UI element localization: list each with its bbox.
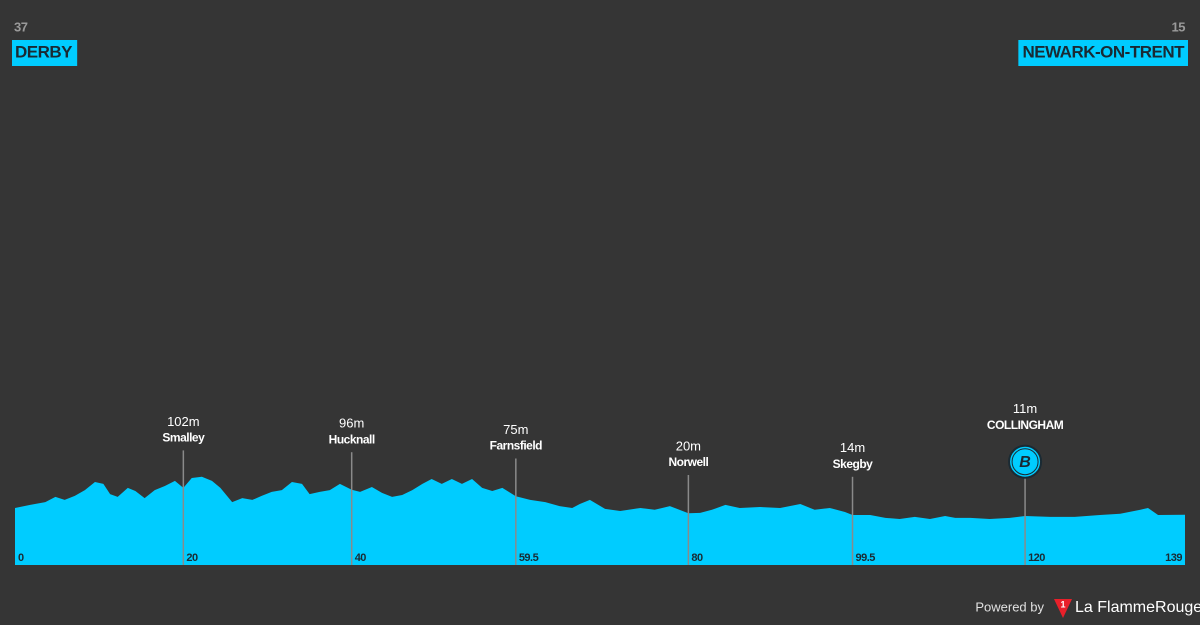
- marker-elevation: 20m: [676, 438, 701, 453]
- logo: [1054, 599, 1072, 618]
- start-label-bg: [12, 40, 78, 66]
- marker-elevation: 11m: [1013, 401, 1037, 416]
- start-elevation: 37: [14, 19, 28, 34]
- x-tick-label: 59.5: [519, 552, 539, 564]
- marker-name: Norwell: [668, 455, 708, 469]
- start-name: DERBY: [15, 42, 73, 61]
- marker-elevation: 14m: [840, 440, 865, 455]
- powered-by: Powered by: [975, 599, 1044, 614]
- marker-name: Hucknall: [329, 432, 375, 446]
- marker-name: Smalley: [162, 431, 205, 445]
- footer: Powered by 1 La FlammeRouge: [975, 599, 1200, 618]
- marker-name: Farnsfield: [490, 439, 543, 453]
- marker-elevation: 96m: [339, 416, 364, 431]
- x-tick-label: 139: [1165, 552, 1182, 564]
- x-tick-label: 0: [18, 552, 24, 564]
- brand: La FlammeRouge: [1075, 599, 1200, 616]
- x-tick-label: 80: [691, 552, 703, 564]
- badge: [1008, 444, 1043, 479]
- x-tick-label: 120: [1028, 552, 1045, 564]
- x-tick-label: 20: [186, 552, 198, 564]
- badge-ring: [1011, 448, 1039, 476]
- logo-text: 1: [1060, 599, 1065, 609]
- x-tick-label: 40: [355, 552, 367, 564]
- marker-elevation: 75m: [503, 422, 528, 437]
- marker-name: Skegby: [833, 457, 874, 471]
- finish-box: NEWARK-ON-TRENT: [1018, 40, 1188, 66]
- finish-name: NEWARK-ON-TRENT: [1022, 42, 1185, 61]
- elevation-area: [15, 476, 1185, 565]
- marker-name: COLLINGHAM: [987, 418, 1064, 432]
- badge-label: B: [1019, 454, 1031, 471]
- marker-elevation: 102m: [167, 414, 200, 429]
- x-tick-label: 99.5: [856, 552, 876, 564]
- start-box: DERBY: [12, 40, 78, 66]
- finish-elevation: 15: [1172, 19, 1186, 34]
- finish-label-bg: [1018, 40, 1188, 66]
